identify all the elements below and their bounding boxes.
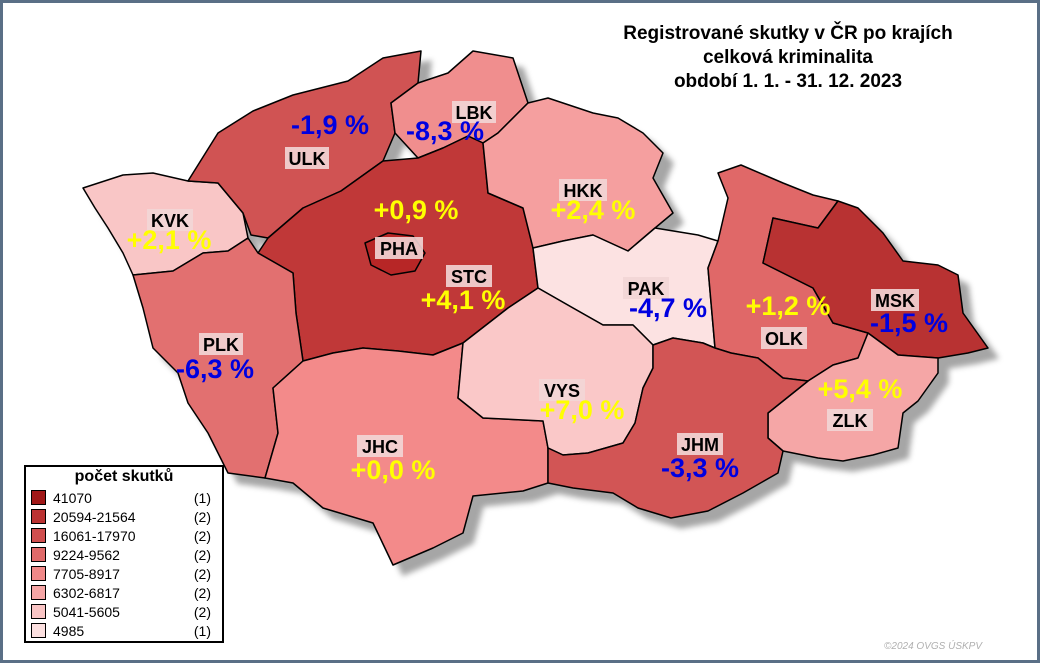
legend-swatch <box>31 585 46 600</box>
legend-title: počet skutků <box>74 468 174 485</box>
change-KVK: +2,1 % <box>127 225 212 255</box>
code-KVK: KVK <box>151 211 189 231</box>
title-line3: období 1. 1. - 31. 12. 2023 <box>674 71 902 92</box>
legend-item: 20594-21564 (2) <box>26 507 222 526</box>
region-MSK[interactable] <box>762 200 989 359</box>
change-VYS: +7,0 % <box>540 395 625 425</box>
legend-count: (2) <box>193 508 211 525</box>
code-JHC: JHC <box>362 437 398 457</box>
code-OLK: OLK <box>765 329 803 349</box>
legend-swatch <box>31 509 46 524</box>
legend-range: 7705-8917 <box>53 565 120 582</box>
legend-range: 16061-17970 <box>53 527 136 544</box>
legend-count: (1) <box>193 489 211 506</box>
legend-item: 6302-6817 (2) <box>26 583 222 602</box>
code-PAK: PAK <box>628 279 665 299</box>
change-JHC: +0,0 % <box>351 455 436 485</box>
region-code-labels: ULK LBK KVK PHA STC HKK PAK OLK MSK ZLK … <box>147 101 919 457</box>
change-OLK: +1,2 % <box>746 291 831 321</box>
legend-count: (2) <box>193 527 211 544</box>
code-HKK: HKK <box>564 181 603 201</box>
legend-swatch <box>31 547 46 562</box>
legend-item: 5041-5605 (2) <box>26 602 222 621</box>
legend-swatch <box>31 623 46 638</box>
change-JHM: -3,3 % <box>661 453 739 483</box>
legend-range: 9224-9562 <box>53 546 120 563</box>
code-ZLK: ZLK <box>833 411 868 431</box>
map-title: Registrované skutky v ČR po krajích celk… <box>623 22 952 92</box>
change-MSK: -1,5 % <box>870 308 948 338</box>
change-ZLK: +5,4 % <box>818 374 903 404</box>
legend-count: (2) <box>193 565 211 582</box>
change-PAK: -4,7 % <box>629 293 707 323</box>
legend-item: 41070 (1) <box>26 488 222 507</box>
region-change-labels: -1,9 % -8,3 % +2,1 % +0,9 % +4,1 % +2,4 … <box>127 110 948 485</box>
legend-swatch <box>31 528 46 543</box>
legend-swatch <box>31 490 46 505</box>
legend: počet skutků 41070 (1) 20594-21564 (2) 16061… <box>24 465 224 643</box>
title-line2: celková kriminalita <box>703 47 873 68</box>
change-LBK: -8,3 % <box>406 116 484 146</box>
region-JHC[interactable] <box>264 342 549 566</box>
code-MSK: MSK <box>875 291 915 311</box>
legend-item: 4985 (1) <box>26 621 222 640</box>
code-LBK: LBK <box>456 103 493 123</box>
code-VYS: VYS <box>544 381 580 401</box>
region-HKK[interactable] <box>482 97 674 252</box>
legend-count: (2) <box>193 603 211 620</box>
change-HKK: +2,4 % <box>551 195 636 225</box>
region-JHM[interactable] <box>547 337 809 519</box>
legend-count: (1) <box>193 622 211 639</box>
change-ULK: -1,9 % <box>291 110 369 140</box>
legend-swatch <box>31 566 46 581</box>
code-STC: STC <box>451 267 487 287</box>
legend-range: 5041-5605 <box>53 603 120 620</box>
code-PLK: PLK <box>203 335 239 355</box>
legend-range: 4985 <box>53 622 85 639</box>
copyright-text: ©2024 OVGS ÚSKPV <box>884 641 982 652</box>
legend-item: 7705-8917 (2) <box>26 564 222 583</box>
legend-items: 41070 (1) 20594-21564 (2) 16061-17970 (2) 9224… <box>26 488 222 640</box>
legend-swatch <box>31 604 46 619</box>
legend-item: 9224-9562 (2) <box>26 545 222 564</box>
title-line1: Registrované skutky v ČR po krajích <box>623 22 952 44</box>
change-PHA: +0,9 % <box>374 195 459 225</box>
legend-range: 6302-6817 <box>53 584 120 601</box>
code-PHA: PHA <box>380 239 418 259</box>
legend-count: (2) <box>193 546 211 563</box>
legend-range: 41070 <box>53 489 92 506</box>
legend-item: 16061-17970 (2) <box>26 526 222 545</box>
change-STC: +4,1 % <box>421 285 506 315</box>
code-ULK: ULK <box>289 149 326 169</box>
change-PLK: -6,3 % <box>176 354 254 384</box>
code-JHM: JHM <box>681 435 719 455</box>
legend-range: 20594-21564 <box>53 508 136 525</box>
czech-regions-map: Registrované skutky v ČR po krajích celk… <box>82 22 989 566</box>
legend-count: (2) <box>193 584 211 601</box>
